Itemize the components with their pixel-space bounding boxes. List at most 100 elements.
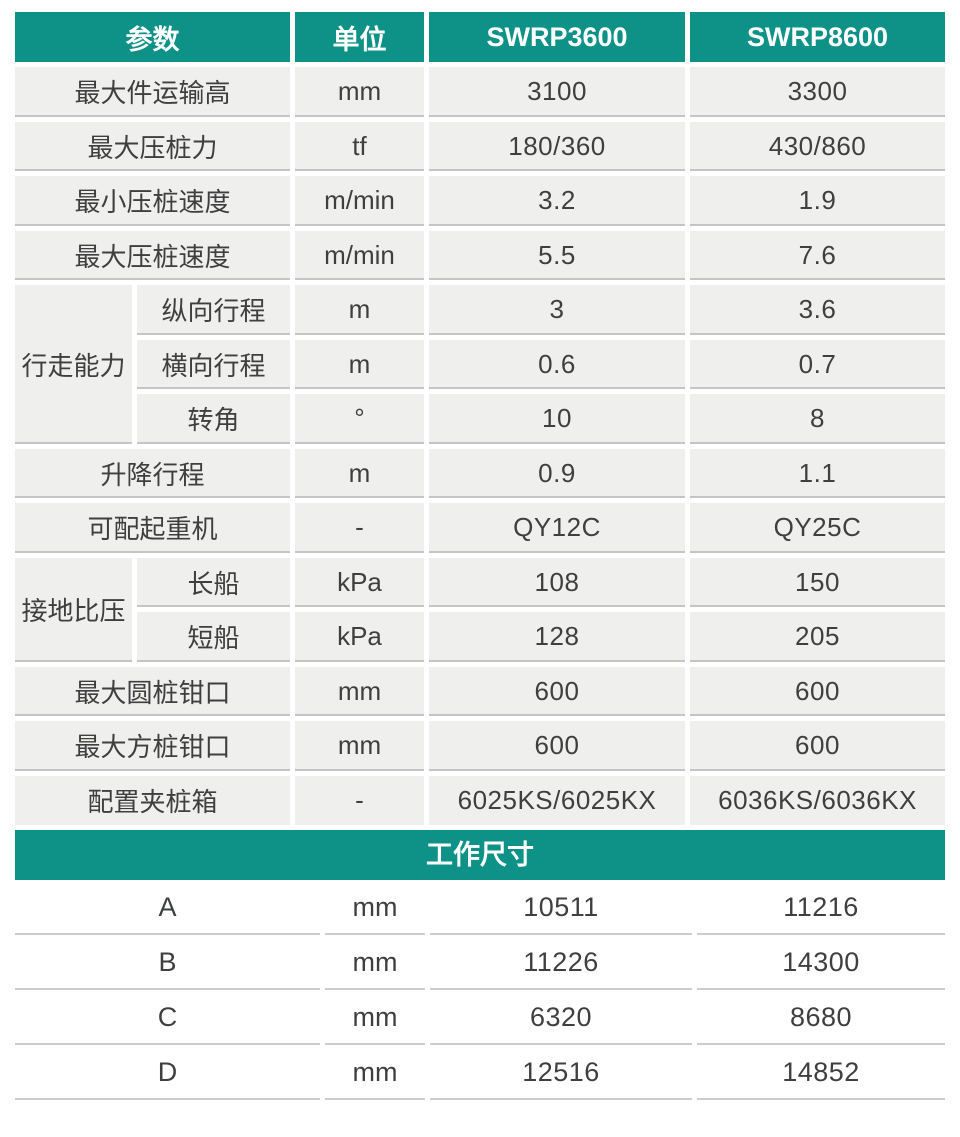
spec-row: 可配起重机 - QY12C QY25C — [15, 503, 945, 558]
value-cell-swrp8600: 430/860 — [690, 121, 945, 176]
unit-cell: m/min — [295, 230, 429, 285]
unit-cell: mm — [325, 935, 430, 990]
value-cell-swrp8600: 1.9 — [690, 176, 945, 231]
value-cell-swrp3600: 0.6 — [429, 339, 690, 394]
value-cell-swrp8600: 3300 — [690, 67, 945, 122]
dimension-label: B — [15, 935, 325, 990]
spec-table: 参数 单位 SWRP3600 SWRP8600 最大件运输高 mm 3100 3… — [15, 12, 945, 830]
unit-cell: kPa — [295, 612, 429, 667]
value-cell-swrp3600: 3 — [429, 285, 690, 340]
value-cell-swrp8600: 14300 — [697, 935, 945, 990]
value-cell-swrp8600: 6036KS/6036KX — [690, 775, 945, 830]
unit-cell: mm — [295, 666, 429, 721]
group-label-walking-ability: 行走能力 — [15, 285, 137, 449]
param-cell: 最小压桩速度 — [15, 176, 295, 231]
unit-cell: - — [295, 503, 429, 558]
value-cell-swrp8600: 1.1 — [690, 448, 945, 503]
unit-cell: m — [295, 339, 429, 394]
unit-cell: m — [295, 285, 429, 340]
unit-cell: mm — [325, 990, 430, 1045]
param-cell: 最大压桩速度 — [15, 230, 295, 285]
unit-cell: mm — [295, 721, 429, 776]
value-cell-swrp8600: 11216 — [697, 880, 945, 935]
value-cell-swrp8600: 14852 — [697, 1045, 945, 1100]
subparam-cell: 短船 — [137, 612, 295, 667]
spec-row-grouped: 行走能力 纵向行程 m 3 3.6 — [15, 285, 945, 449]
group-label-ground-pressure: 接地比压 — [15, 557, 137, 667]
param-cell: 最大压桩力 — [15, 121, 295, 176]
header-model-swrp8600: SWRP8600 — [690, 12, 945, 67]
subparam-cell: 横向行程 — [137, 339, 295, 394]
unit-cell: mm — [295, 67, 429, 122]
dimension-row: C mm 6320 8680 — [15, 990, 945, 1045]
spec-row-grouped: 横向行程 m 0.6 0.7 — [15, 339, 945, 394]
param-cell: 最大方桩钳口 — [15, 721, 295, 776]
dimension-row: A mm 10511 11216 — [15, 880, 945, 935]
dimension-label: A — [15, 880, 325, 935]
spec-row-grouped: 短船 kPa 128 205 — [15, 612, 945, 667]
subparam-cell: 长船 — [137, 557, 295, 612]
spec-row: 升降行程 m 0.9 1.1 — [15, 448, 945, 503]
spec-row: 最大圆桩钳口 mm 600 600 — [15, 666, 945, 721]
value-cell-swrp8600: 3.6 — [690, 285, 945, 340]
unit-cell: m — [295, 448, 429, 503]
unit-cell: m/min — [295, 176, 429, 231]
value-cell-swrp8600: 150 — [690, 557, 945, 612]
dimension-label: D — [15, 1045, 325, 1100]
unit-cell: ° — [295, 394, 429, 449]
value-cell-swrp3600: 3100 — [429, 67, 690, 122]
unit-cell: mm — [325, 1045, 430, 1100]
value-cell-swrp3600: 6320 — [430, 990, 697, 1045]
working-dimensions-table: A mm 10511 11216 B mm 11226 14300 C mm 6… — [15, 880, 945, 1100]
unit-cell: - — [295, 775, 429, 830]
value-cell-swrp3600: 0.9 — [429, 448, 690, 503]
param-cell: 配置夹桩箱 — [15, 775, 295, 830]
header-row: 参数 单位 SWRP3600 SWRP8600 — [15, 12, 945, 67]
spec-sheet: 参数 单位 SWRP3600 SWRP8600 最大件运输高 mm 3100 3… — [15, 12, 945, 1100]
value-cell-swrp8600: 600 — [690, 721, 945, 776]
value-cell-swrp3600: 12516 — [430, 1045, 697, 1100]
header-unit: 单位 — [295, 12, 429, 67]
spec-row: 最大件运输高 mm 3100 3300 — [15, 67, 945, 122]
section-banner-working-dimensions: 工作尺寸 — [15, 830, 945, 880]
spec-row: 配置夹桩箱 - 6025KS/6025KX 6036KS/6036KX — [15, 775, 945, 830]
value-cell-swrp3600: 600 — [429, 721, 690, 776]
param-cell: 最大件运输高 — [15, 67, 295, 122]
value-cell-swrp8600: QY25C — [690, 503, 945, 558]
spec-row: 最大压桩速度 m/min 5.5 7.6 — [15, 230, 945, 285]
dimension-row: B mm 11226 14300 — [15, 935, 945, 990]
value-cell-swrp8600: 8 — [690, 394, 945, 449]
spec-row: 最大压桩力 tf 180/360 430/860 — [15, 121, 945, 176]
value-cell-swrp3600: 3.2 — [429, 176, 690, 231]
param-cell: 可配起重机 — [15, 503, 295, 558]
unit-cell: mm — [325, 880, 430, 935]
value-cell-swrp3600: 6025KS/6025KX — [429, 775, 690, 830]
param-cell: 升降行程 — [15, 448, 295, 503]
header-model-swrp3600: SWRP3600 — [429, 12, 690, 67]
value-cell-swrp3600: 11226 — [430, 935, 697, 990]
value-cell-swrp3600: 5.5 — [429, 230, 690, 285]
value-cell-swrp3600: 10 — [429, 394, 690, 449]
value-cell-swrp8600: 8680 — [697, 990, 945, 1045]
param-cell: 最大圆桩钳口 — [15, 666, 295, 721]
value-cell-swrp3600: 10511 — [430, 880, 697, 935]
spec-row-grouped: 转角 ° 10 8 — [15, 394, 945, 449]
value-cell-swrp8600: 7.6 — [690, 230, 945, 285]
value-cell-swrp3600: 128 — [429, 612, 690, 667]
spec-row: 最小压桩速度 m/min 3.2 1.9 — [15, 176, 945, 231]
unit-cell: tf — [295, 121, 429, 176]
subparam-cell: 转角 — [137, 394, 295, 449]
value-cell-swrp3600: 108 — [429, 557, 690, 612]
value-cell-swrp8600: 205 — [690, 612, 945, 667]
header-param: 参数 — [15, 12, 295, 67]
subparam-cell: 纵向行程 — [137, 285, 295, 340]
spec-row-grouped: 接地比压 长船 kPa 108 150 — [15, 557, 945, 667]
value-cell-swrp3600: 180/360 — [429, 121, 690, 176]
dimension-row: D mm 12516 14852 — [15, 1045, 945, 1100]
value-cell-swrp8600: 0.7 — [690, 339, 945, 394]
value-cell-swrp8600: 600 — [690, 666, 945, 721]
value-cell-swrp3600: 600 — [429, 666, 690, 721]
value-cell-swrp3600: QY12C — [429, 503, 690, 558]
unit-cell: kPa — [295, 557, 429, 612]
dimension-label: C — [15, 990, 325, 1045]
